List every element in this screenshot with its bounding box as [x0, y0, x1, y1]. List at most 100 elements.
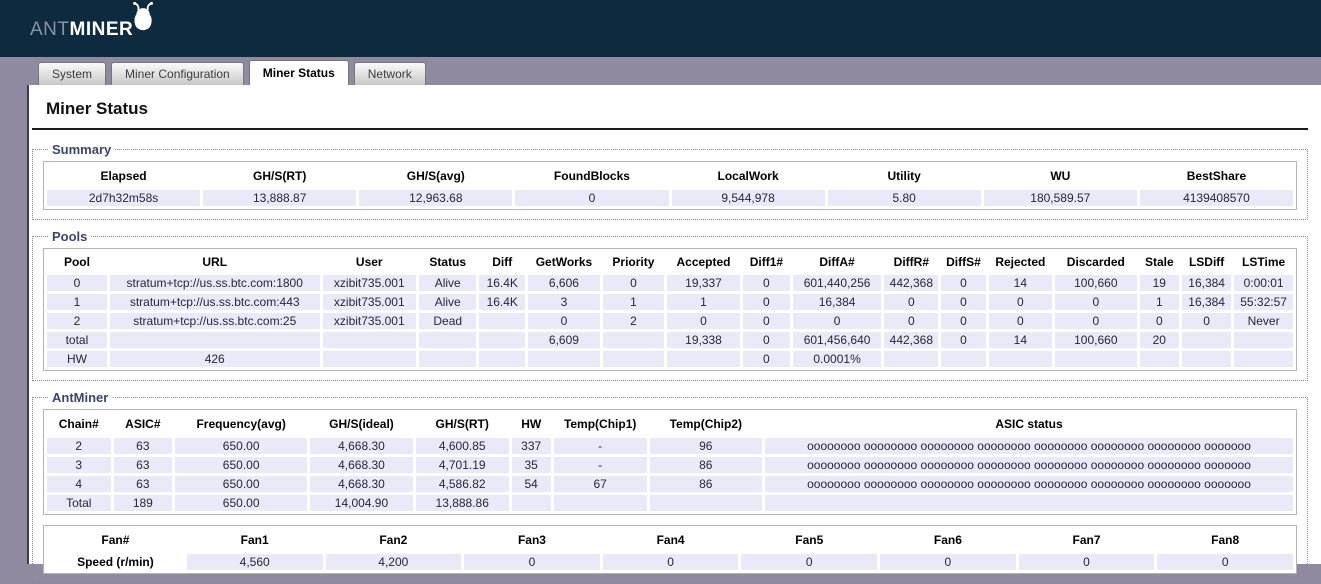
- pools-section: Pools Pool URL User Status Diff GetWorks Prior…: [32, 229, 1308, 381]
- table-cell: [602, 332, 664, 348]
- column-header: Discarded: [1066, 255, 1125, 269]
- table-cell: xzibit735.001: [322, 313, 416, 329]
- table-cell: 3: [47, 457, 111, 473]
- table-cell: Never: [1234, 313, 1293, 329]
- column-header: Stale: [1144, 255, 1174, 269]
- table-cell: 9,544,978: [671, 190, 825, 206]
- table-cell: 0: [941, 294, 986, 310]
- column-header: WU: [1050, 169, 1071, 183]
- antminer-logo: ANTMINER: [30, 2, 170, 40]
- column-header: LSDiff: [1188, 255, 1225, 269]
- table-cell: 337: [511, 438, 551, 454]
- table-cell: xzibit735.001: [322, 294, 416, 310]
- column-header: Fan7: [1072, 533, 1101, 547]
- tab-miner-status[interactable]: Miner Status: [248, 60, 349, 85]
- summary-body: 2d7h32m58s 13,888.87 12,963.68 0 9,544,978 5.…: [47, 190, 1293, 206]
- table-cell: 0: [602, 554, 739, 570]
- table-cell: 1: [47, 294, 107, 310]
- table-cell: 100,660: [1055, 275, 1137, 291]
- column-header: Frequency(avg): [196, 417, 286, 431]
- column-header: Fan4: [656, 533, 685, 547]
- table-cell: 19: [1139, 275, 1180, 291]
- brand-header: ANTMINER: [0, 0, 1321, 57]
- table-cell: 650.00: [175, 438, 308, 454]
- table-cell: 4,701.19: [415, 457, 509, 473]
- table-cell: 0: [743, 275, 790, 291]
- table-cell: 0: [1139, 313, 1180, 329]
- column-header: Status: [429, 255, 467, 269]
- table-row: 4 63 650.00 4,668.30 4,586.82 54 67 86 oooooooo …: [47, 476, 1293, 492]
- column-header: Fan2: [379, 533, 408, 547]
- fan-header-row: Fan# Fan1 Fan2 Fan3 Fan4 Fan5 Fan6 Fan7 Fan8: [47, 529, 1293, 551]
- column-header: BestShare: [1186, 169, 1247, 183]
- column-header: Pool: [63, 255, 90, 269]
- table-cell: [418, 351, 477, 367]
- table-cell: 20: [1139, 332, 1180, 348]
- table-cell: 0: [880, 554, 1016, 570]
- column-header: DiffA#: [819, 255, 855, 269]
- table-cell: 0: [988, 294, 1053, 310]
- table-cell: 426: [109, 351, 320, 367]
- table-cell: 0: [743, 332, 790, 348]
- column-header: GH/S(RT): [435, 417, 489, 431]
- table-cell: 0: [602, 275, 664, 291]
- column-header: Fan1: [240, 533, 269, 547]
- table-cell: 0: [941, 332, 986, 348]
- chain-header-row: Chain# ASIC# Frequency(avg) GH/S(ideal) GH/S…: [47, 413, 1293, 435]
- table-row: Speed (r/min) 4,560 4,200 0 0 0 0 0 0: [47, 554, 1293, 570]
- table-cell: oooooooo oooooooo oooooooo oooooooo oooo…: [765, 476, 1293, 492]
- column-header: FoundBlocks: [553, 169, 630, 183]
- antminer-section: AntMiner Chain# ASIC# Frequency(avg) GH/S(i…: [32, 390, 1308, 584]
- pools-body: 0 stratum+tcp://us.ss.btc.com:1800 xzibit7…: [47, 275, 1293, 367]
- table-cell: HW: [47, 351, 107, 367]
- table-cell: 4,600.85: [415, 438, 509, 454]
- table-row: 2 63 650.00 4,668.30 4,600.85 337-96 oooooooo …: [47, 438, 1293, 454]
- table-cell: [418, 332, 477, 348]
- tab-network[interactable]: Network: [353, 62, 426, 85]
- tab-miner-configuration[interactable]: Miner Configuration: [111, 62, 244, 85]
- table-cell: 14,004.90: [310, 495, 413, 511]
- column-header: LSTime: [1242, 255, 1286, 269]
- page-title: Miner Status: [46, 99, 149, 118]
- table-cell: [1234, 351, 1293, 367]
- table-cell: [479, 332, 525, 348]
- table-cell: 19,338: [666, 332, 741, 348]
- table-cell: 4,668.30: [310, 476, 413, 492]
- table-cell: [1182, 332, 1232, 348]
- column-header: GetWorks: [535, 255, 593, 269]
- table-cell: 0: [941, 313, 986, 329]
- pools-header-row: Pool URL User Status Diff GetWorks Priority Acc…: [47, 252, 1293, 272]
- fan-table: Fan# Fan1 Fan2 Fan3 Fan4 Fan5 Fan6 Fan7 Fan8 Spe…: [43, 525, 1297, 574]
- column-header: LocalWork: [717, 169, 779, 183]
- column-header: Diff: [492, 255, 513, 269]
- table-cell: stratum+tcp://us.ss.btc.com:443: [109, 294, 320, 310]
- table-cell: [1139, 351, 1180, 367]
- column-header: ASIC#: [125, 417, 161, 431]
- table-row: 0 stratum+tcp://us.ss.btc.com:1800 xzibit7…: [47, 275, 1293, 291]
- table-cell: 4,200: [325, 554, 462, 570]
- table-cell: 4,586.82: [415, 476, 509, 492]
- table-row: Total 189 650.00 14,004.90 13,888.86: [47, 495, 1293, 511]
- table-cell: 63: [113, 438, 173, 454]
- column-header: Rejected: [995, 255, 1046, 269]
- table-cell: 4,560: [186, 554, 323, 570]
- table-cell: 4: [47, 476, 111, 492]
- column-header: Elapsed: [100, 169, 147, 183]
- table-cell: total: [47, 332, 107, 348]
- table-cell: 650.00: [175, 495, 308, 511]
- table-cell: Alive: [418, 275, 477, 291]
- table-cell: 0: [464, 554, 600, 570]
- table-cell: 16,384: [792, 294, 882, 310]
- table-cell: 0: [666, 313, 741, 329]
- table-cell: 0: [1018, 554, 1155, 570]
- table-cell: 1: [666, 294, 741, 310]
- column-header: ASIC status: [995, 417, 1063, 431]
- table-cell: [1055, 351, 1137, 367]
- table-cell: 0: [528, 313, 600, 329]
- summary-table: Elapsed GH/S(RT) GH/S(avg) FoundBlocks Local…: [43, 161, 1297, 210]
- table-cell: 16.4K: [479, 294, 525, 310]
- column-header: URL: [202, 255, 228, 269]
- table-cell: 650.00: [175, 457, 308, 473]
- table-cell: 180,589.57: [983, 190, 1137, 206]
- tab-system[interactable]: System: [38, 62, 107, 85]
